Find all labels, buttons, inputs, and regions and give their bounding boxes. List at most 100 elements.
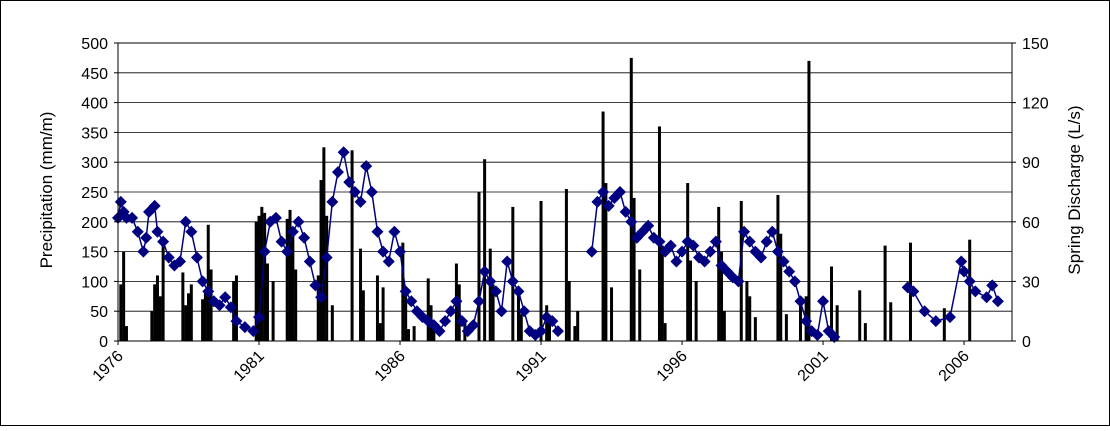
discharge-marker bbox=[292, 215, 305, 228]
discharge-marker bbox=[303, 255, 316, 268]
discharge-marker bbox=[354, 195, 367, 208]
precipitation-bar bbox=[124, 326, 128, 341]
precipitation-bar bbox=[155, 275, 159, 341]
discharge-marker bbox=[157, 235, 170, 248]
y-left-tick-label: 100 bbox=[81, 274, 108, 291]
discharge-marker bbox=[456, 315, 469, 328]
discharge-marker bbox=[281, 245, 294, 258]
y-axis-right-label: Spring Discharge (L/s) bbox=[1065, 105, 1084, 274]
precipitation-bar bbox=[567, 281, 571, 341]
discharge-marker bbox=[298, 231, 311, 244]
discharge-marker bbox=[489, 285, 502, 298]
precipitation-bar bbox=[889, 302, 893, 341]
precipitation-bar bbox=[511, 206, 515, 341]
discharge-marker bbox=[247, 325, 260, 338]
discharge-marker bbox=[320, 251, 333, 264]
precipitation-bar bbox=[753, 317, 757, 341]
precipitation-bar bbox=[232, 281, 236, 341]
discharge-marker bbox=[238, 321, 251, 334]
precipitation-bar bbox=[660, 245, 664, 341]
precipitation-bar bbox=[426, 278, 430, 341]
discharge-marker bbox=[811, 329, 824, 342]
y-right-tick-label: 90 bbox=[1022, 155, 1040, 172]
precipitation-bar bbox=[181, 272, 185, 341]
precipitation-bar bbox=[257, 215, 261, 341]
precipitation-bar bbox=[883, 245, 887, 341]
discharge-marker bbox=[743, 235, 756, 248]
discharge-marker bbox=[664, 239, 677, 252]
discharge-marker bbox=[286, 225, 299, 238]
discharge-marker bbox=[738, 225, 751, 238]
discharge-marker bbox=[162, 251, 175, 264]
precipitation-bar bbox=[265, 263, 269, 341]
discharge-marker bbox=[755, 251, 768, 264]
precipitation-bar bbox=[330, 305, 334, 341]
discharge-marker bbox=[760, 235, 773, 248]
discharge-marker bbox=[399, 285, 412, 298]
discharge-marker bbox=[331, 166, 344, 179]
precipitation-bar bbox=[784, 314, 788, 341]
discharge-marker bbox=[943, 311, 956, 324]
discharge-marker bbox=[676, 245, 689, 258]
discharge-marker bbox=[478, 265, 491, 278]
discharge-marker bbox=[794, 295, 807, 308]
discharge-marker bbox=[929, 315, 942, 328]
precipitation-bar bbox=[516, 293, 520, 341]
discharge-marker bbox=[433, 325, 446, 338]
precipitation-bar bbox=[539, 200, 543, 341]
y-right-tick-label: 120 bbox=[1022, 96, 1049, 113]
discharge-marker bbox=[467, 319, 480, 332]
discharge-marker bbox=[828, 331, 841, 344]
discharge-marker bbox=[131, 225, 144, 238]
precipitation-bar bbox=[601, 111, 605, 341]
discharge-marker bbox=[472, 295, 485, 308]
precipitation-bar bbox=[573, 326, 577, 341]
discharge-marker bbox=[625, 215, 638, 228]
precipitation-bar bbox=[153, 284, 157, 341]
precipitation-bar bbox=[748, 296, 752, 341]
precipitation-bar bbox=[406, 329, 410, 341]
discharge-marker bbox=[597, 186, 610, 198]
precipitation-bar bbox=[158, 296, 162, 341]
precipitation-bar bbox=[122, 251, 126, 341]
discharge-marker bbox=[918, 305, 931, 318]
discharge-marker bbox=[788, 275, 801, 288]
discharge-marker bbox=[800, 315, 813, 328]
discharge-marker bbox=[732, 275, 745, 288]
discharge-marker bbox=[140, 231, 153, 244]
discharge-marker bbox=[450, 295, 463, 308]
precipitation-bar bbox=[263, 212, 267, 341]
discharge-marker bbox=[958, 265, 971, 278]
discharge-marker bbox=[275, 235, 288, 248]
precipitation-bar bbox=[629, 57, 633, 342]
discharge-marker bbox=[326, 195, 339, 208]
discharge-marker bbox=[670, 255, 683, 268]
discharge-marker bbox=[591, 195, 604, 208]
precipitation-bar bbox=[807, 60, 811, 341]
y-left-tick-label: 500 bbox=[81, 36, 108, 53]
discharge-marker bbox=[495, 305, 508, 318]
discharge-marker bbox=[771, 245, 784, 258]
discharge-marker bbox=[190, 251, 203, 264]
discharge-marker bbox=[258, 245, 271, 258]
precipitation-bar bbox=[779, 233, 783, 341]
precipitation-bar bbox=[717, 206, 721, 341]
discharge-marker bbox=[766, 225, 779, 238]
precipitation-bar bbox=[361, 290, 365, 341]
discharge-marker bbox=[613, 186, 626, 198]
discharge-lines bbox=[112, 146, 1004, 344]
y-left-tick-label: 150 bbox=[81, 245, 108, 262]
y-left-tick-label: 50 bbox=[90, 304, 108, 321]
precipitation-bar bbox=[739, 200, 743, 341]
precipitation-bar bbox=[404, 293, 408, 341]
discharge-marker bbox=[653, 235, 666, 248]
discharge-marker bbox=[230, 315, 243, 328]
discharge-marker bbox=[174, 255, 187, 268]
precipitation-bar bbox=[260, 206, 264, 341]
discharge-marker bbox=[783, 265, 796, 278]
precipitation-bar bbox=[863, 323, 867, 341]
precipitation-bar bbox=[491, 284, 495, 341]
precipitation-bar bbox=[488, 248, 492, 341]
y-right-tick-label: 0 bbox=[1022, 334, 1031, 351]
